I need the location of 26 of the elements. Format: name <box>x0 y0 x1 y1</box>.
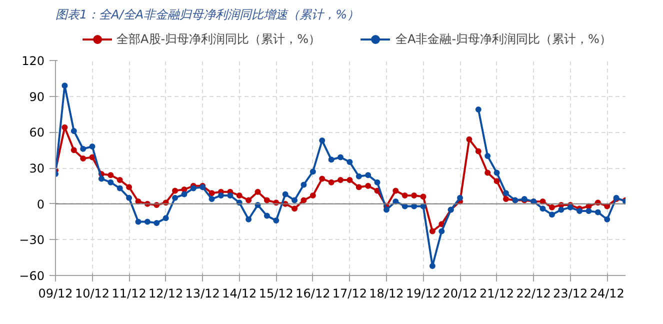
x-tick-label: 11/12 <box>112 286 146 300</box>
x-tick-label: 23/12 <box>553 286 588 300</box>
x-tick-label: 13/12 <box>185 286 220 300</box>
x-tick-label: 12/12 <box>148 286 184 300</box>
x-tick-label: 24/12 <box>590 286 624 300</box>
y-tick-label: −30 <box>19 233 45 248</box>
x-tick-label: 22/12 <box>516 286 551 300</box>
x-tick-label: 09/12 <box>38 286 73 300</box>
x-tick-label: 17/12 <box>332 286 367 300</box>
x-tick-label: 19/12 <box>406 286 441 300</box>
y-tick-label: 90 <box>29 90 45 104</box>
legend-label: 全部A股-归母净利润同比（累计，%） <box>116 30 320 48</box>
x-tick-label: 10/12 <box>74 286 110 300</box>
y-tick-label: 120 <box>22 54 44 68</box>
y-tick-label: 30 <box>29 162 45 176</box>
x-tick-label: 18/12 <box>369 286 404 300</box>
x-tick-label: 21/12 <box>480 286 514 300</box>
x-tick-label: 14/12 <box>222 286 257 300</box>
x-tick-label: 15/12 <box>258 286 294 300</box>
x-tick-label: 16/12 <box>296 286 330 300</box>
y-tick-label: 0 <box>36 197 45 212</box>
chart-title: 图表1：全A/全A非金融归母净利润同比增速（累计，%） <box>56 8 359 22</box>
legend-label: 全A非金融-归母净利润同比（累计，%） <box>396 30 612 48</box>
y-tick-label: −60 <box>19 269 45 283</box>
x-tick-label: 20/12 <box>442 286 478 300</box>
y-tick-label: 60 <box>29 126 45 140</box>
